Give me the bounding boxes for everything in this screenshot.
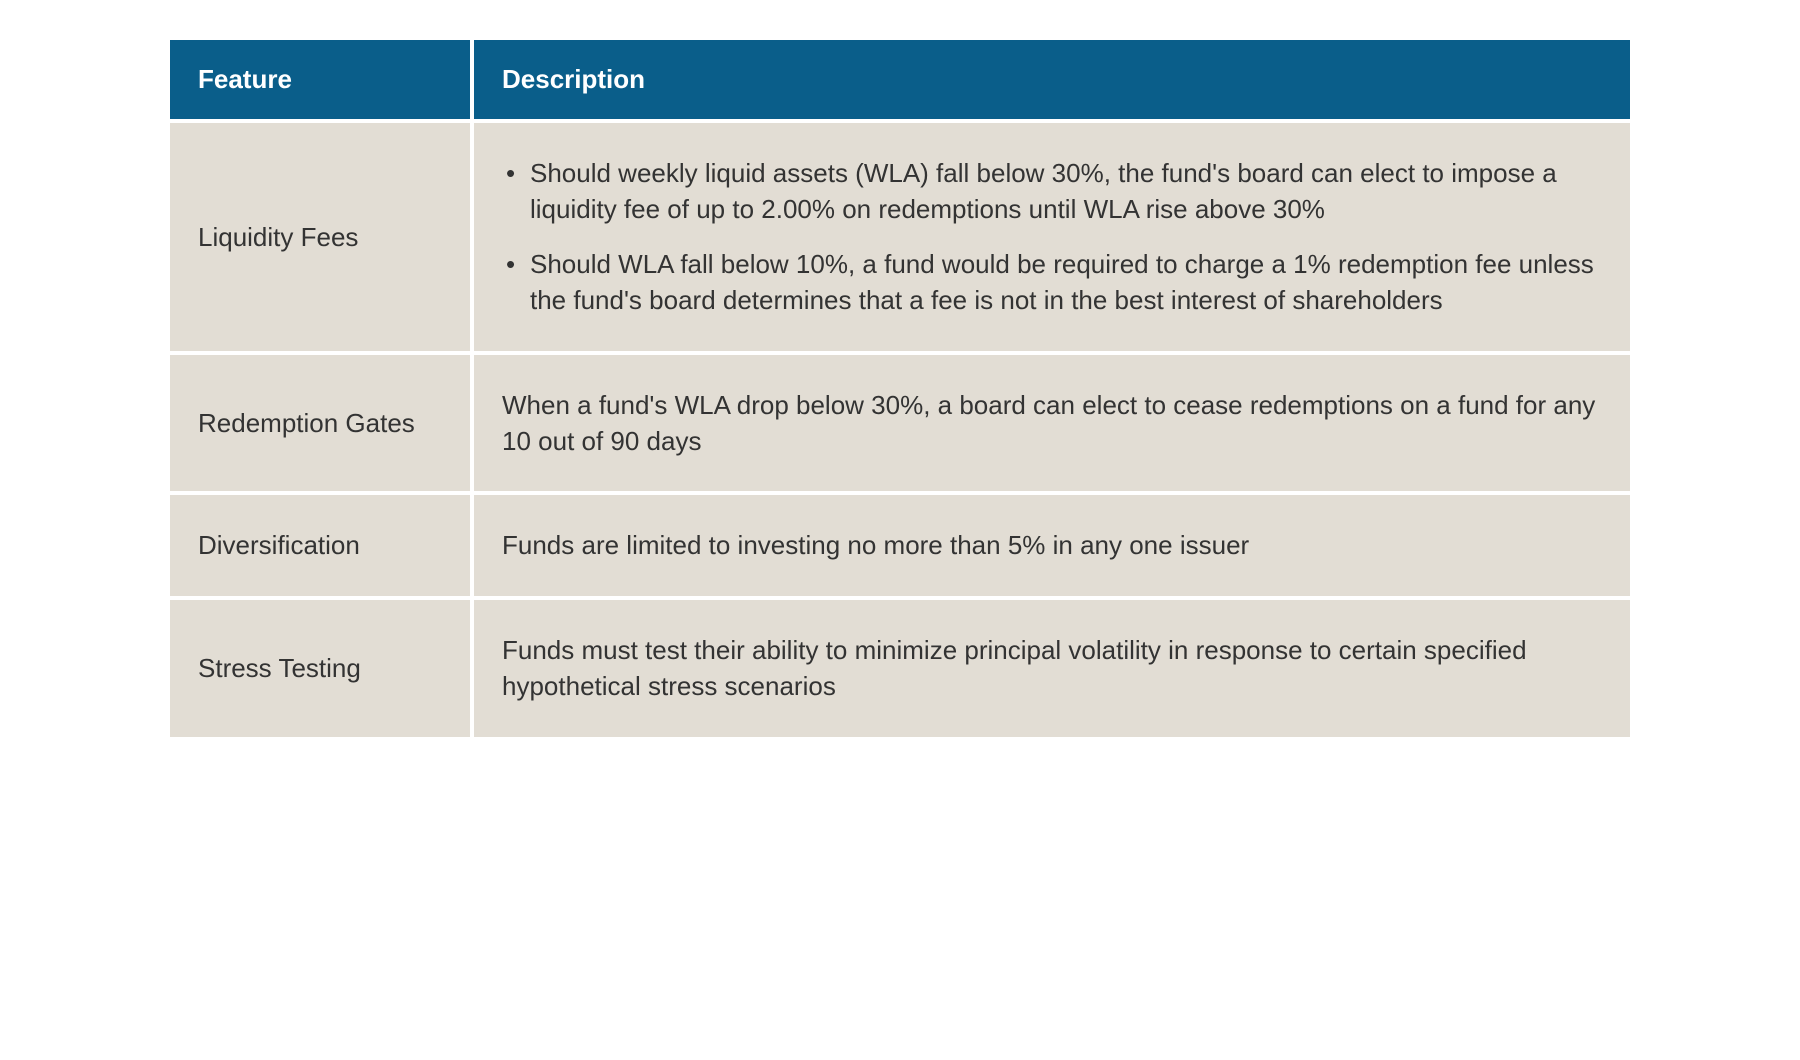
description-cell: Should weekly liquid assets (WLA) fall b… [474,123,1630,351]
description-text: Funds must test their ability to minimiz… [502,632,1602,705]
table-row: Diversification Funds are limited to inv… [170,495,1630,595]
description-text: Funds are limited to investing no more t… [502,527,1249,563]
table-header-row: Feature Description [170,40,1630,119]
header-feature-label: Feature [198,64,292,95]
feature-label: Liquidity Fees [198,219,358,255]
table-row: Liquidity Fees Should weekly liquid asse… [170,123,1630,351]
description-text: When a fund's WLA drop below 30%, a boar… [502,387,1602,460]
header-description: Description [474,40,1630,119]
table-row: Redemption Gates When a fund's WLA drop … [170,355,1630,492]
description-cell: When a fund's WLA drop below 30%, a boar… [474,355,1630,492]
feature-cell: Liquidity Fees [170,123,470,351]
bullet-text: Should weekly liquid assets (WLA) fall b… [530,158,1557,224]
description-cell: Funds are limited to investing no more t… [474,495,1630,595]
header-description-label: Description [502,64,645,95]
header-feature: Feature [170,40,470,119]
feature-cell: Stress Testing [170,600,470,737]
feature-cell: Redemption Gates [170,355,470,492]
bullet-item: Should WLA fall below 10%, a fund would … [502,246,1602,319]
bullet-item: Should weekly liquid assets (WLA) fall b… [502,155,1602,228]
description-cell: Funds must test their ability to minimiz… [474,600,1630,737]
feature-label: Stress Testing [198,650,361,686]
feature-label: Redemption Gates [198,405,415,441]
bullet-text: Should WLA fall below 10%, a fund would … [530,249,1594,315]
table-row: Stress Testing Funds must test their abi… [170,600,1630,737]
bullet-list: Should weekly liquid assets (WLA) fall b… [502,155,1602,319]
feature-cell: Diversification [170,495,470,595]
feature-label: Diversification [198,527,360,563]
feature-table: Feature Description Liquidity Fees Shoul… [170,40,1630,741]
